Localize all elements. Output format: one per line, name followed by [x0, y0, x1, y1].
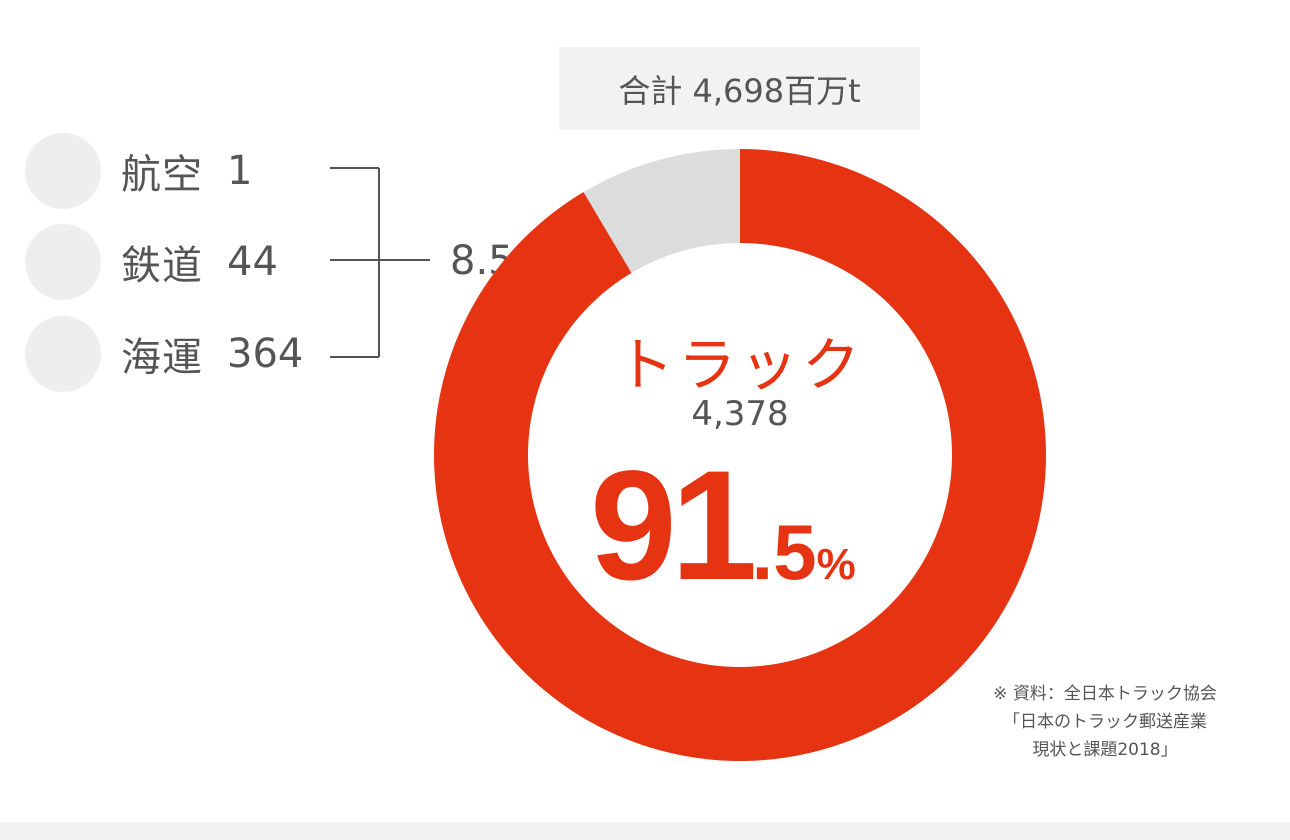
center-category-label: トラック: [615, 331, 864, 399]
center-value-label: 4,378: [691, 394, 789, 434]
air-icon: [25, 133, 101, 209]
donut-slice-truck: [434, 149, 1047, 761]
source-note: ※ 資料：全日本トラック協会 「日本のトラック郵送産業 現状と課題2018」: [940, 680, 1270, 764]
center-percent-int: 91: [590, 439, 758, 613]
donut-slice-other: [583, 149, 740, 273]
footer-band: [0, 822, 1290, 840]
legend-label-rail: 鉄道: [121, 243, 203, 289]
center-percent-unit: %: [816, 540, 856, 589]
legend-value-air: 1: [227, 148, 253, 194]
source-line: ※ 資料：全日本トラック協会: [993, 684, 1217, 704]
legend-item-air: 航空 1: [25, 133, 252, 209]
legend-value-sea: 364: [227, 331, 304, 377]
legend-value-rail: 44: [227, 239, 278, 285]
rail-icon: [25, 224, 101, 300]
source-line: 現状と課題2018」: [1032, 740, 1178, 760]
total-label: 合計 4,698百万t: [559, 47, 920, 130]
legend-item-sea: 海運 364: [25, 316, 303, 392]
legend-label-air: 航空: [121, 152, 203, 198]
center-percent-label: 91.5%: [590, 448, 856, 604]
source-line: 「日本のトラック郵送産業: [1003, 712, 1207, 732]
legend-item-rail: 鉄道 44: [25, 224, 278, 300]
ship-icon: [25, 316, 101, 392]
center-percent-dec: .5: [751, 508, 817, 596]
legend-label-sea: 海運: [121, 335, 203, 381]
